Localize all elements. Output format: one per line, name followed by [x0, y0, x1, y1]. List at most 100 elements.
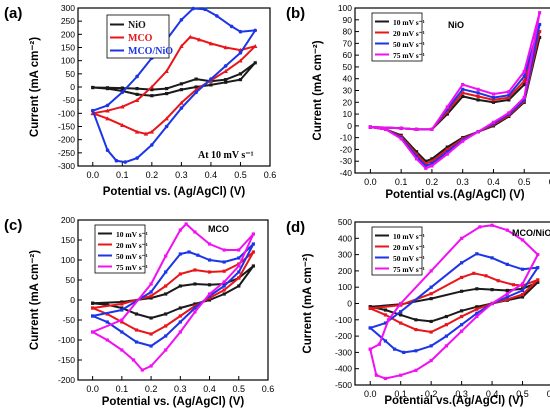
data-point: [383, 339, 388, 343]
data-point: [399, 126, 403, 130]
data-point: [238, 78, 243, 82]
data-point: [536, 280, 540, 284]
data-point: [491, 95, 496, 100]
data-point: [429, 319, 433, 324]
y-tick-label: 150: [61, 235, 75, 245]
data-point: [490, 223, 494, 227]
data-point: [445, 152, 449, 156]
data-point: [222, 260, 226, 264]
y-axis-label: Current (mA cm⁻²): [29, 37, 41, 137]
chart-panel: (a) 0.0 0.1 0.2 0.3 0.4 0.5 0.6 -300 -250 -200 -150…: [4, 3, 276, 198]
data-point: [475, 287, 479, 291]
data-point: [114, 158, 119, 163]
data-point: [237, 264, 241, 268]
data-point: [505, 228, 509, 232]
data-point: [134, 340, 139, 344]
data-point: [203, 7, 207, 12]
data-point: [429, 297, 433, 301]
data-point: [253, 61, 257, 65]
data-point: [134, 312, 139, 316]
data-point: [229, 24, 234, 29]
data-point: [178, 228, 182, 232]
data-point: [251, 264, 255, 268]
y-tick-label: 200: [338, 266, 352, 276]
y-tick-label: 0: [70, 295, 75, 305]
data-point: [193, 268, 197, 272]
data-point: [383, 321, 388, 325]
legend: 10 mV s⁻¹ 20 mV s⁻¹ 50 mV s⁻¹ 75 mV s⁻¹: [371, 226, 425, 276]
x-tick-label: 0.2: [426, 177, 439, 187]
data-point: [135, 86, 139, 91]
data-point: [120, 318, 124, 322]
data-point: [149, 332, 153, 336]
data-point: [222, 288, 226, 292]
data-point: [253, 43, 258, 48]
data-point: [209, 77, 213, 81]
data-point: [120, 330, 124, 334]
data-point: [507, 98, 511, 102]
y-tick-label: -150: [58, 355, 75, 365]
data-point: [209, 83, 213, 87]
data-point: [536, 266, 540, 270]
annotation-text: MCO: [208, 224, 229, 234]
data-point: [149, 296, 153, 300]
x-tick-label: 0.0: [86, 384, 99, 394]
data-point: [237, 270, 241, 274]
annotation-text: At 10 mV s⁻¹: [198, 150, 254, 161]
y-tick-label: -300: [335, 347, 352, 357]
data-point: [91, 306, 95, 310]
data-point: [414, 349, 418, 353]
data-point: [430, 164, 434, 168]
data-point: [179, 100, 184, 105]
data-point: [490, 288, 494, 292]
data-point: [444, 334, 448, 338]
data-point: [150, 88, 154, 92]
data-point: [520, 295, 525, 299]
data-point: [475, 311, 479, 315]
legend-entry: 10 mV s⁻¹: [393, 18, 425, 27]
data-point: [164, 254, 168, 258]
data-point: [150, 143, 154, 147]
data-point: [368, 306, 372, 310]
data-point: [475, 305, 479, 309]
data-point: [538, 29, 542, 34]
data-point: [207, 242, 212, 246]
data-point: [123, 160, 128, 164]
y-tick-label: 20: [343, 97, 353, 107]
data-point: [538, 11, 542, 15]
data-point: [430, 159, 434, 163]
data-point: [196, 37, 202, 42]
data-point: [140, 368, 144, 372]
x-tick-label: 0.4: [203, 384, 216, 394]
data-point: [414, 127, 419, 131]
y-tick-label: 300: [338, 250, 352, 260]
data-point: [383, 308, 388, 312]
data-point: [429, 344, 433, 348]
data-point: [520, 292, 525, 297]
y-tick-label: 150: [61, 43, 75, 53]
data-point: [430, 127, 434, 131]
data-point: [207, 283, 212, 287]
y-tick-label: -10: [340, 133, 353, 143]
data-point: [193, 310, 197, 314]
data-point: [507, 111, 511, 115]
legend-entry: 75 mV s⁻¹: [393, 51, 425, 60]
data-point: [399, 137, 403, 141]
data-point: [522, 95, 526, 100]
data-point: [193, 230, 197, 234]
data-point: [105, 103, 110, 108]
data-point: [461, 91, 465, 95]
x-tick-label: 0.5: [234, 170, 247, 180]
data-point: [164, 69, 169, 73]
data-point: [135, 92, 139, 96]
data-point: [384, 127, 388, 131]
data-point: [414, 318, 418, 322]
data-point: [164, 270, 168, 274]
y-tick-label: 30: [343, 86, 353, 96]
data-point: [207, 258, 212, 262]
data-point: [460, 236, 464, 240]
x-tick-label: 0.6: [262, 384, 275, 394]
data-point: [251, 232, 255, 236]
x-tick-label: 0.1: [116, 384, 129, 394]
data-point: [134, 328, 139, 332]
